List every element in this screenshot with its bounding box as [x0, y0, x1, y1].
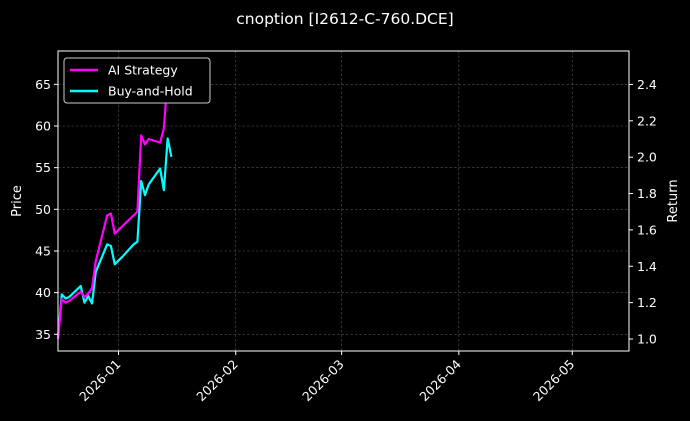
legend: AI Strategy Buy-and-Hold [63, 57, 211, 104]
y-tick-label-left: 40 [35, 285, 51, 300]
chart-title: cnoption [I2612-C-760.DCE] [236, 10, 453, 28]
plot-frame [57, 50, 630, 352]
series-layer [56, 77, 173, 340]
legend-label-buy-and-hold: Buy-and-Hold [108, 84, 193, 99]
y-tick-label-right: 2.4 [637, 77, 657, 92]
legend-box [63, 57, 211, 104]
y-tick-label-right: 2.2 [637, 113, 657, 128]
y-tick-label-right: 2.0 [637, 150, 657, 165]
y-tick-label-left: 35 [35, 327, 51, 342]
y-tick-label-left: 55 [35, 160, 51, 175]
y-tick-label-right: 1.2 [637, 295, 657, 310]
y-tick-label-left: 65 [35, 77, 51, 92]
y-tick-label-right: 1.4 [637, 259, 657, 274]
y-tick-label-right: 1.6 [637, 222, 657, 237]
y-tick-label-right: 1.0 [637, 332, 657, 347]
y-axis-right-label: Return [666, 179, 681, 222]
series-line-ai-strategy [56, 77, 169, 340]
legend-label-ai-strategy: AI Strategy [108, 63, 178, 78]
y-axis-left: 35 40 45 50 55 60 65 [35, 77, 58, 342]
y-tick-label-left: 45 [35, 244, 51, 259]
series-line-buy-and-hold [56, 137, 173, 339]
y-tick-label-left: 50 [35, 202, 51, 217]
y-axis-left-label: Price [10, 185, 25, 217]
grid [58, 51, 629, 351]
y-axis-right: 1.0 1.2 1.4 1.6 1.8 2.0 2.2 2.4 [629, 77, 657, 347]
y-tick-label-right: 1.8 [637, 186, 657, 201]
y-tick-label-left: 60 [35, 119, 51, 134]
